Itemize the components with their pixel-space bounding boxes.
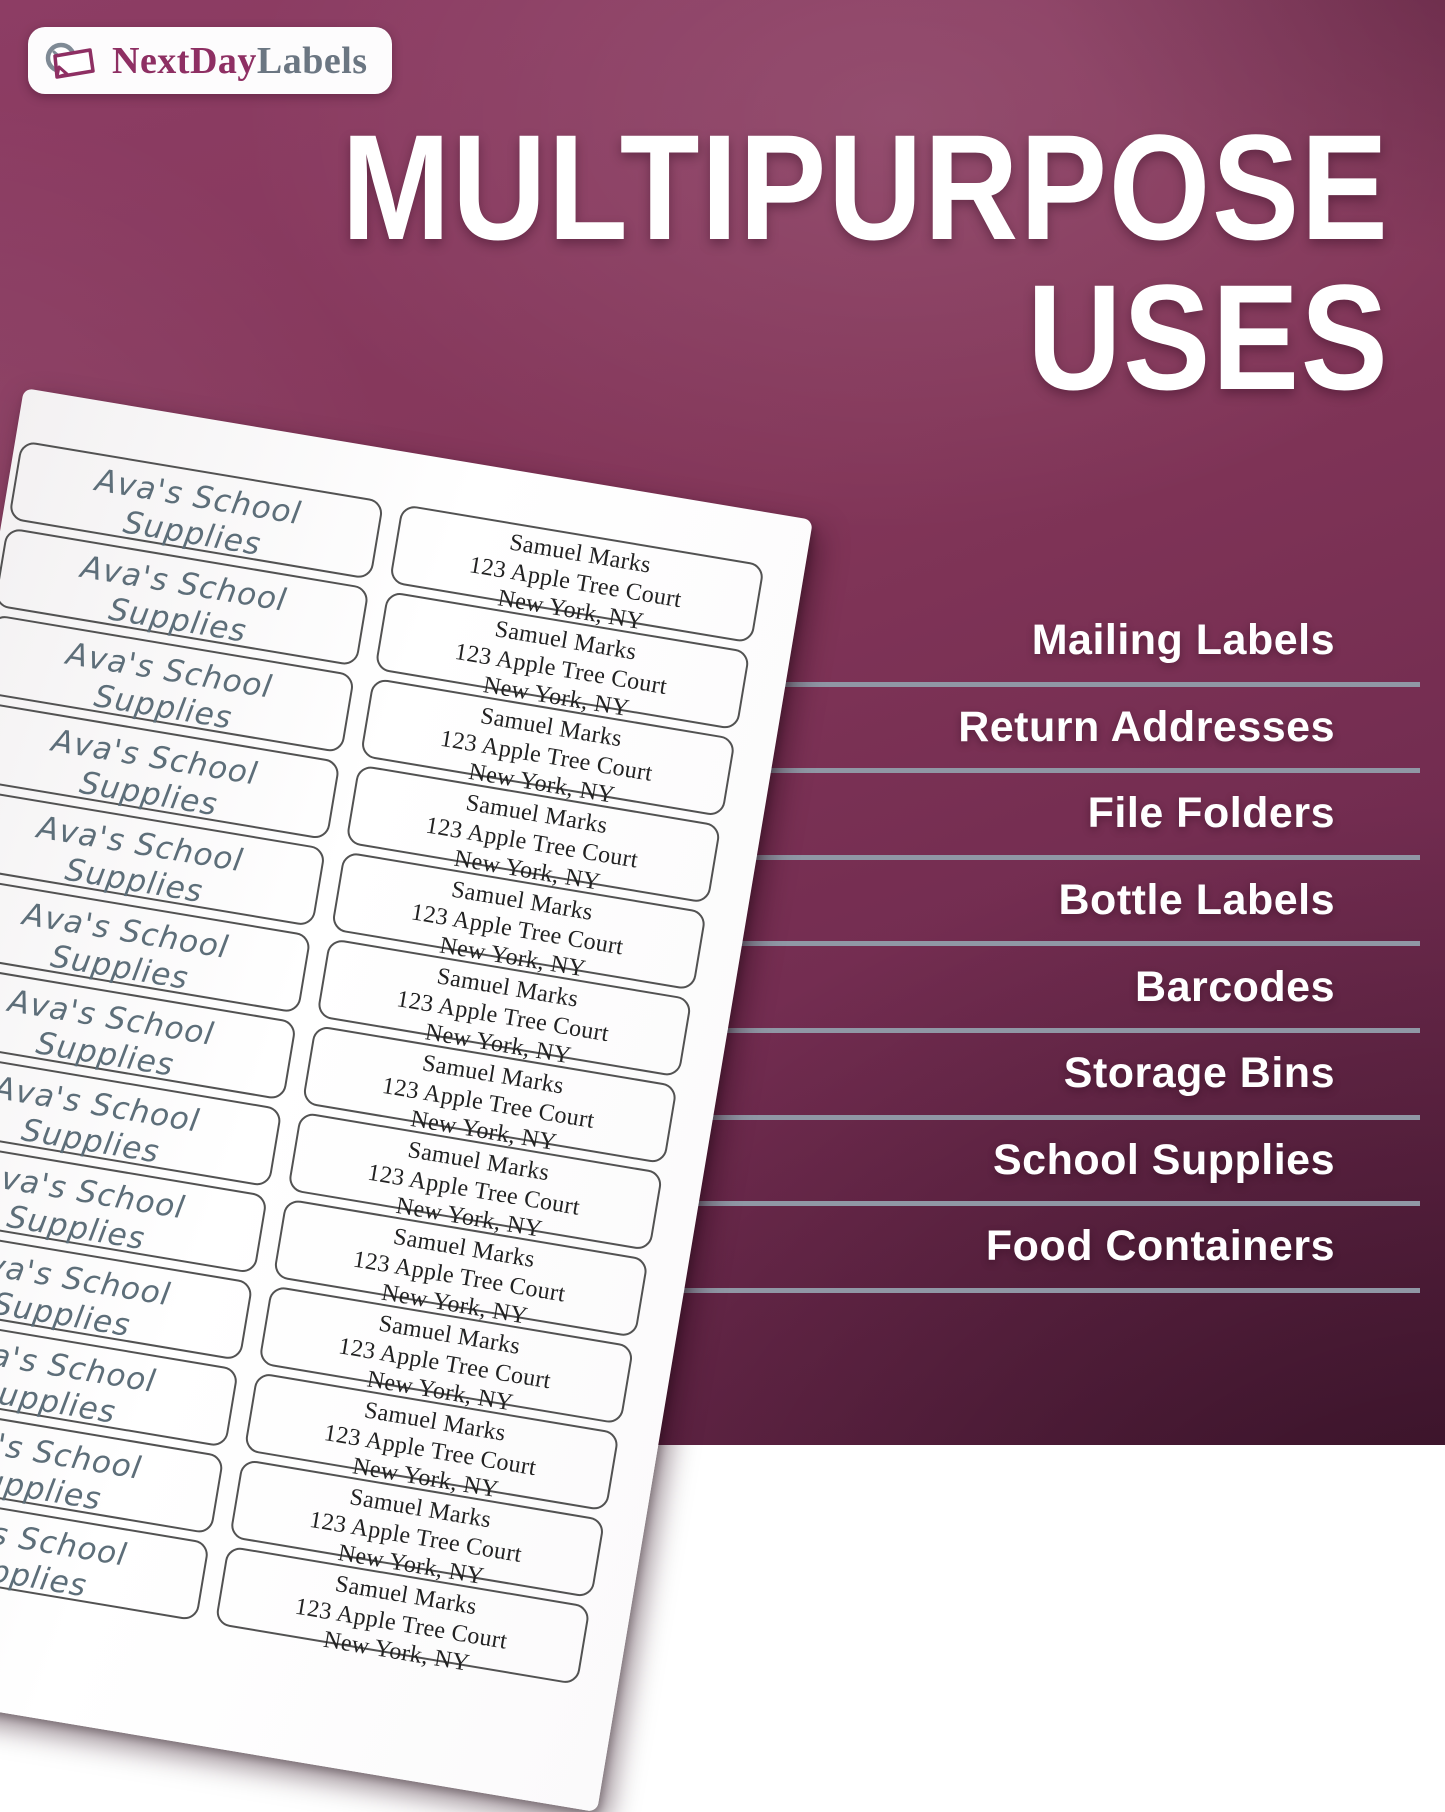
uses-list-item-bottle-labels: Bottle Labels [440, 860, 1420, 947]
uses-list-item-food-containers: Food Containers [440, 1206, 1420, 1293]
label-sheet-grid: Ava's School Supplies Samuel Marks 123 Appl… [0, 388, 813, 1700]
uses-list: Mailing Labels Return Addresses File Fol… [440, 600, 1420, 1293]
page-title-line1: MULTIPURPOSE [342, 103, 1390, 271]
uses-list-item-storage-bins: Storage Bins [440, 1033, 1420, 1120]
uses-list-item-school-supplies: School Supplies [440, 1120, 1420, 1207]
uses-list-item-return-addresses: Return Addresses [440, 687, 1420, 774]
logo-brand-primary: NextDay [112, 39, 257, 82]
uses-list-item-barcodes: Barcodes [440, 946, 1420, 1033]
page-title: MULTIPURPOSE USES [342, 112, 1390, 412]
label-sheet: Ava's School Supplies Samuel Marks 123 Appl… [0, 388, 814, 1812]
uses-list-item-file-folders: File Folders [440, 773, 1420, 860]
logo-badge: NextDayLabels [28, 27, 392, 94]
page-title-line2: USES [1027, 253, 1390, 421]
logo-brand-secondary: Labels [256, 39, 368, 82]
clock-label-icon [44, 37, 102, 85]
uses-list-item-mailing-labels: Mailing Labels [440, 600, 1420, 687]
logo-wordmark: NextDayLabels [112, 39, 368, 83]
